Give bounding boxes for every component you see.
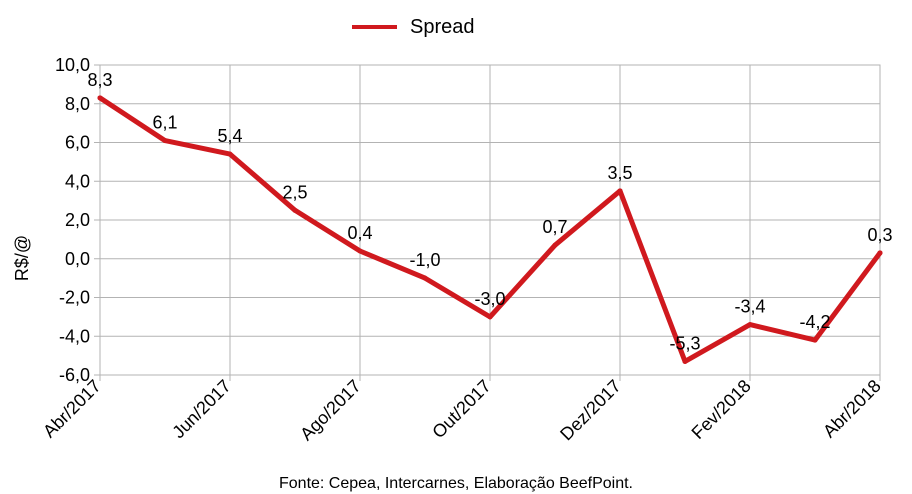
data-point <box>422 275 428 281</box>
data-point <box>97 95 103 101</box>
data-point <box>877 250 883 256</box>
y-tick-label: 8,0 <box>65 94 90 114</box>
data-label: 0,3 <box>867 225 892 245</box>
data-point <box>292 207 298 213</box>
data-point <box>227 151 233 157</box>
legend-label: Spread <box>410 16 475 38</box>
y-tick-label: 4,0 <box>65 171 90 191</box>
axes <box>94 64 881 381</box>
plot-frame <box>99 64 881 376</box>
data-point <box>682 358 688 364</box>
legend: Spread <box>352 16 475 38</box>
series-spread <box>97 95 883 364</box>
data-label: 0,4 <box>347 223 372 243</box>
data-point <box>487 314 493 320</box>
x-tick-labels: Abr/2017 Jun/2017 Ago/2017 Out/2017 Dez/2017… <box>39 376 885 445</box>
x-tick-label: Dez/2017 <box>556 376 625 445</box>
data-point <box>617 188 623 194</box>
data-label: -3,4 <box>734 297 765 317</box>
y-tick-label: 2,0 <box>65 210 90 230</box>
x-tick-label: Jun/2017 <box>168 376 235 443</box>
y-tick-label: -4,0 <box>59 326 90 346</box>
data-label: -5,3 <box>669 333 700 353</box>
x-tick-label: Out/2017 <box>428 376 495 443</box>
grid-lines <box>99 64 881 376</box>
data-label: -4,2 <box>799 312 830 332</box>
data-point <box>552 242 558 248</box>
data-label: 6,1 <box>152 113 177 133</box>
data-point <box>162 138 168 144</box>
data-point <box>812 337 818 343</box>
x-tick-label: Fev/2018 <box>688 376 755 443</box>
y-axis-title: R$/@ <box>12 235 32 281</box>
data-label: -1,0 <box>409 250 440 270</box>
data-label: 3,5 <box>607 163 632 183</box>
y-tick-label: -2,0 <box>59 288 90 308</box>
data-labels: 8,3 6,1 5,4 2,5 0,4 -1,0 -3,0 0,7 3,5 -5,3 -3,4 -4,… <box>87 70 892 354</box>
x-tick-label: Abr/2017 <box>39 376 105 442</box>
y-tick-labels: 10,0 8,0 6,0 4,0 2,0 0,0 -2,0 -4,0 -6,0 <box>55 55 90 385</box>
y-tick-label: 0,0 <box>65 249 90 269</box>
y-tick-label: -6,0 <box>59 365 90 385</box>
data-point <box>747 322 753 328</box>
data-label: 0,7 <box>542 217 567 237</box>
source-note: Fonte: Cepea, Intercarnes, Elaboração Be… <box>279 475 633 492</box>
data-label: -3,0 <box>474 289 505 309</box>
data-label: 2,5 <box>282 182 307 202</box>
x-tick-label: Abr/2018 <box>819 376 885 442</box>
data-point <box>357 248 363 254</box>
data-label: 5,4 <box>217 126 242 146</box>
y-tick-label: 10,0 <box>55 55 90 75</box>
x-tick-label: Ago/2017 <box>296 376 365 445</box>
data-label: 8,3 <box>87 70 112 90</box>
y-tick-label: 6,0 <box>65 133 90 153</box>
